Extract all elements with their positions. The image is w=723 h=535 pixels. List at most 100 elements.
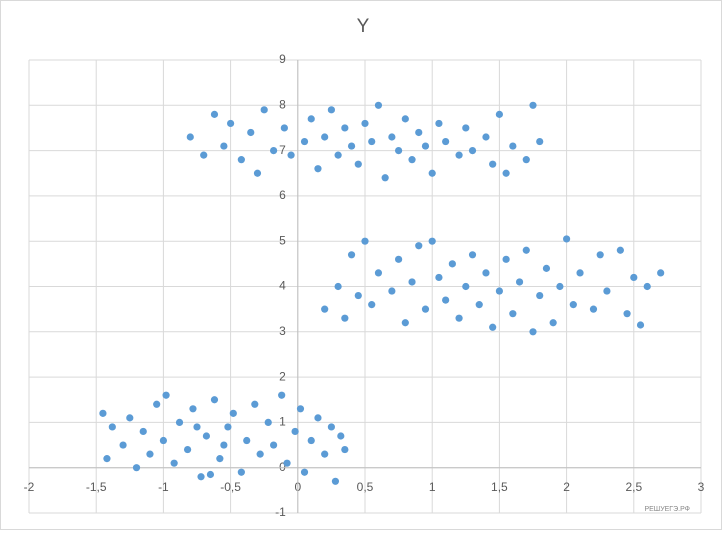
point xyxy=(542,264,551,272)
point xyxy=(354,291,362,300)
point xyxy=(197,473,205,481)
y-tick-label: 9 xyxy=(279,52,286,66)
point xyxy=(183,445,192,454)
point xyxy=(549,319,557,327)
point xyxy=(337,432,345,440)
point xyxy=(415,128,423,137)
x-tick-label: 0,5 xyxy=(357,480,374,494)
point xyxy=(657,269,665,277)
point xyxy=(220,441,228,449)
point xyxy=(462,124,470,132)
point xyxy=(536,291,544,300)
point xyxy=(589,305,598,313)
point xyxy=(435,273,443,282)
point xyxy=(296,405,305,413)
y-tick-label: 8 xyxy=(279,97,286,111)
point xyxy=(563,235,571,243)
point xyxy=(210,396,219,404)
x-tick-label: -0,5 xyxy=(220,480,241,494)
point xyxy=(280,124,288,132)
point xyxy=(347,142,356,150)
point xyxy=(536,137,544,146)
point xyxy=(327,423,335,431)
point xyxy=(462,282,470,291)
point xyxy=(300,137,309,146)
point xyxy=(341,314,349,322)
point xyxy=(256,450,264,458)
point xyxy=(334,282,342,291)
x-tick-label: -2 xyxy=(24,480,35,494)
point xyxy=(331,477,340,485)
point xyxy=(108,423,116,431)
point xyxy=(482,269,490,277)
point xyxy=(401,115,409,123)
point xyxy=(468,147,477,155)
point xyxy=(455,151,463,159)
point xyxy=(253,169,262,177)
point xyxy=(442,137,450,146)
point xyxy=(193,423,201,431)
point xyxy=(341,124,349,132)
point xyxy=(395,147,403,155)
point xyxy=(162,391,170,399)
point xyxy=(341,445,349,454)
y-tick-label: 3 xyxy=(279,324,286,338)
x-tick-label: -1,5 xyxy=(86,480,107,494)
x-tick-label: -1 xyxy=(158,480,169,494)
point xyxy=(636,321,645,329)
x-tick-label: 1 xyxy=(429,480,436,494)
point xyxy=(623,310,631,318)
point xyxy=(643,282,651,291)
point xyxy=(119,441,127,449)
point xyxy=(576,269,584,277)
point xyxy=(287,151,295,159)
point xyxy=(220,142,228,150)
y-tick-label: 6 xyxy=(279,188,286,202)
point xyxy=(321,133,329,141)
point xyxy=(509,310,517,318)
point xyxy=(603,287,611,295)
point xyxy=(495,287,503,295)
point xyxy=(278,391,286,399)
point xyxy=(408,156,416,164)
point xyxy=(596,251,604,259)
point xyxy=(189,405,197,413)
point xyxy=(522,156,530,164)
point xyxy=(368,301,376,309)
point xyxy=(227,119,235,128)
point xyxy=(616,246,624,254)
point xyxy=(421,142,430,150)
point xyxy=(175,418,184,426)
point xyxy=(327,106,335,114)
x-tick-label: 2 xyxy=(563,480,570,494)
point xyxy=(307,436,315,445)
point xyxy=(186,133,194,141)
point xyxy=(428,169,436,177)
point xyxy=(216,455,224,463)
point xyxy=(556,282,564,291)
point xyxy=(428,237,436,245)
y-tick-label: 4 xyxy=(279,279,286,293)
point xyxy=(103,455,111,463)
y-tick-label: -1 xyxy=(275,505,286,519)
point xyxy=(270,147,278,155)
point xyxy=(146,450,154,458)
point xyxy=(153,400,161,408)
point xyxy=(210,110,219,118)
point xyxy=(361,119,369,128)
point xyxy=(126,414,134,422)
point xyxy=(448,260,456,268)
point xyxy=(475,301,483,309)
x-tick-label: 1,5 xyxy=(491,480,508,494)
point xyxy=(132,464,141,472)
point xyxy=(260,106,268,114)
point xyxy=(251,400,259,408)
point xyxy=(237,156,245,164)
point xyxy=(388,133,396,141)
point xyxy=(321,450,329,458)
point xyxy=(224,423,232,431)
point xyxy=(347,251,356,259)
y-tick-label: 2 xyxy=(279,369,286,383)
y-tick-label: 5 xyxy=(279,233,286,247)
